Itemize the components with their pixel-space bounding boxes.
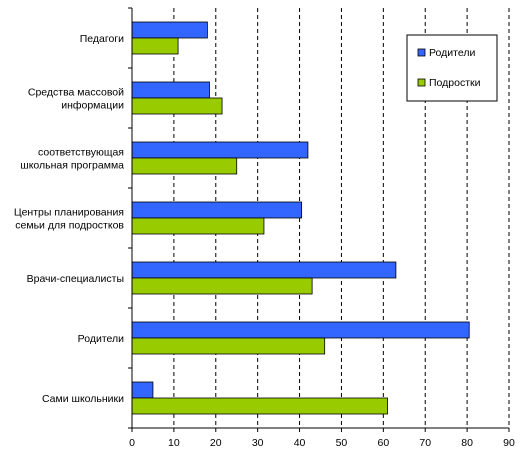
category-label: Педагоги — [80, 33, 124, 45]
bar-teens — [131, 217, 265, 235]
x-tick-label: 50 — [336, 437, 348, 449]
bar-parents — [131, 321, 470, 339]
x-tick-label: 60 — [377, 437, 389, 449]
axes — [128, 7, 510, 432]
bar-parents — [131, 201, 303, 219]
category-label: Врачи-специалисты — [27, 273, 124, 285]
legend: Родители Подростки — [406, 34, 498, 102]
bar-parents — [131, 81, 210, 99]
x-tick-labels: 0 10 20 30 40 50 60 70 80 90 — [129, 437, 515, 449]
legend-label: Родители — [429, 47, 475, 59]
legend-swatch — [417, 78, 426, 87]
legend-box — [406, 34, 498, 102]
bar-parents — [131, 141, 309, 159]
category-label: Родители — [78, 333, 124, 345]
bar-teens — [131, 397, 388, 415]
x-tick-label: 0 — [129, 437, 135, 449]
x-tick-label: 30 — [252, 437, 264, 449]
category-label: Сами школьники — [42, 393, 124, 405]
bar-teens — [131, 157, 238, 175]
bar-teens — [131, 337, 326, 355]
bar-parents — [131, 381, 154, 399]
bar-teens — [131, 277, 313, 295]
x-tick-label: 70 — [419, 437, 431, 449]
x-tick-label: 40 — [294, 437, 306, 449]
bar-teens — [131, 37, 179, 55]
x-tick-label: 20 — [210, 437, 222, 449]
category-label: соответствующая школьная программа — [20, 147, 124, 172]
bar-teens — [131, 97, 223, 115]
bar-parents — [131, 21, 208, 39]
x-tick-label: 80 — [461, 437, 473, 449]
category-label: Средства массовой информации — [28, 87, 124, 112]
category-labels: Педагоги Средства массовой информации соотв… — [14, 33, 125, 405]
category-label: Центры планирования семьи для подростков — [14, 207, 125, 232]
x-tick-label: 90 — [503, 437, 515, 449]
x-tick-label: 10 — [168, 437, 180, 449]
legend-swatch — [417, 48, 426, 57]
bar-parents — [131, 261, 397, 279]
legend-label: Подростки — [429, 77, 481, 89]
